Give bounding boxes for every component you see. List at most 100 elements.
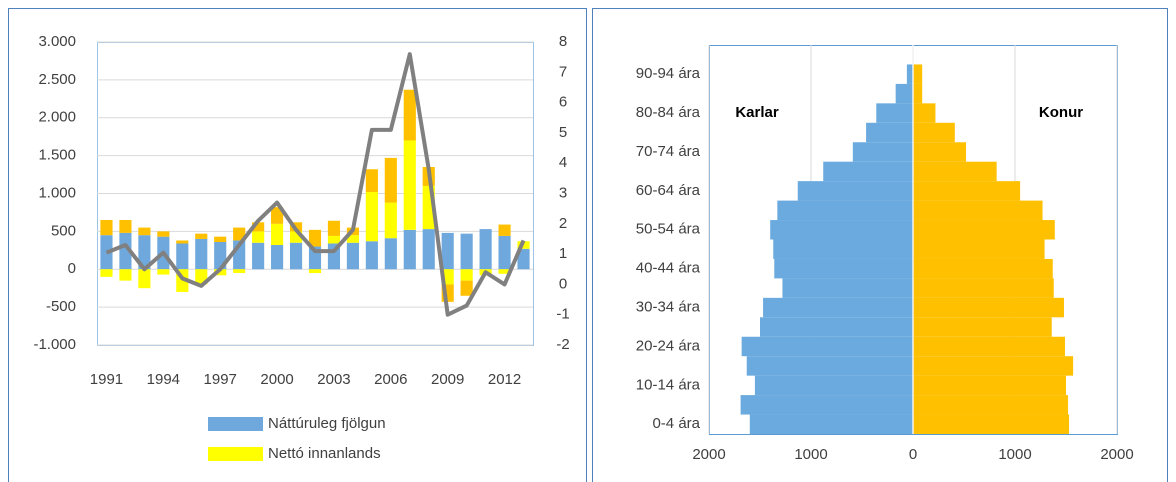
bar xyxy=(913,278,1054,298)
bar-segment xyxy=(176,243,189,270)
bar-segment xyxy=(346,242,359,270)
bar-segment xyxy=(271,223,284,246)
bar-segment xyxy=(441,232,454,270)
bar xyxy=(913,317,1052,337)
bar xyxy=(906,64,913,84)
bar-segment xyxy=(119,269,132,281)
y-tick-label: 1.000 xyxy=(38,184,76,201)
bar-segment xyxy=(138,235,151,270)
y-tick-label: -1.000 xyxy=(33,336,76,353)
x-tick-label: 2000 xyxy=(692,446,725,463)
legend-label: Nettó innanlands xyxy=(268,445,381,462)
y-tick-label: 60-64 ára xyxy=(636,182,701,199)
bar-segment xyxy=(479,229,492,270)
y-tick-label: 3.000 xyxy=(38,33,76,50)
bar xyxy=(913,220,1055,240)
series-annotation: Karlar xyxy=(735,104,779,121)
x-tick-label: 1000 xyxy=(998,446,1031,463)
y-tick-label: 0 xyxy=(68,260,76,277)
bar-segment xyxy=(403,140,416,230)
y-tick-label: 500 xyxy=(51,222,76,239)
bar-segment xyxy=(289,242,303,270)
bar-segment xyxy=(365,169,378,192)
bar xyxy=(746,356,913,376)
bar-segment xyxy=(233,269,246,274)
bar-segment xyxy=(365,241,378,270)
bar xyxy=(913,103,936,123)
bar-segment xyxy=(138,269,151,289)
y-tick-label: -500 xyxy=(46,298,76,315)
y2-tick-label: 8 xyxy=(559,33,567,50)
bar-segment xyxy=(308,269,322,274)
bar xyxy=(852,142,913,162)
bar-segment xyxy=(327,235,341,244)
x-tick-label: 0 xyxy=(909,446,917,463)
bar xyxy=(913,200,1043,221)
bar xyxy=(913,395,1069,415)
bar xyxy=(913,239,1045,259)
x-tick-label: 2012 xyxy=(488,371,521,388)
bar xyxy=(913,142,967,162)
y-tick-label: 1.500 xyxy=(38,147,76,164)
bar xyxy=(797,181,913,201)
bar xyxy=(913,83,923,104)
bar-segment xyxy=(138,227,151,236)
bar xyxy=(749,414,913,434)
bar-segment xyxy=(365,191,378,242)
bar xyxy=(913,161,997,182)
bar xyxy=(913,122,955,143)
bar-segment xyxy=(252,231,265,243)
bar-segment xyxy=(460,269,473,281)
x-tick-label: 1991 xyxy=(90,371,123,388)
bar xyxy=(913,258,1053,279)
bar-segment xyxy=(195,233,208,239)
bar-segment xyxy=(498,235,511,270)
x-tick-label: 1994 xyxy=(147,371,180,388)
bar-segment xyxy=(384,157,397,203)
y2-tick-label: -1 xyxy=(556,306,569,323)
y-tick-label: 0-4 ára xyxy=(652,415,700,432)
bar xyxy=(773,239,913,259)
bar-segment xyxy=(100,220,113,236)
left-panel xyxy=(8,8,587,482)
bar-segment xyxy=(517,248,530,270)
bar-segment xyxy=(422,229,435,270)
x-tick-label: 2000 xyxy=(260,371,293,388)
bar-segment xyxy=(119,220,132,233)
y2-tick-label: 5 xyxy=(559,124,567,141)
y-tick-label: 40-44 ára xyxy=(636,260,701,277)
x-tick-label: 2009 xyxy=(431,371,464,388)
bar-segment xyxy=(100,269,113,277)
bar xyxy=(777,200,913,221)
bar xyxy=(866,122,913,143)
bar xyxy=(895,83,913,104)
bar xyxy=(740,395,913,415)
bar-segment xyxy=(214,236,227,242)
bar-segment xyxy=(195,238,208,270)
bar-segment xyxy=(214,269,227,276)
bar-segment xyxy=(498,269,511,274)
bar xyxy=(770,220,913,240)
bar-segment xyxy=(327,220,341,236)
bar-segment xyxy=(289,231,303,243)
y-tick-label: 20-24 ára xyxy=(636,337,701,354)
bar xyxy=(774,258,913,279)
bar-segment xyxy=(346,235,359,243)
bar-segment xyxy=(157,231,170,237)
x-tick-label: 2000 xyxy=(1100,446,1133,463)
right-panel xyxy=(592,8,1168,482)
bar xyxy=(823,161,913,182)
bar xyxy=(913,64,923,84)
bar-segment xyxy=(308,229,322,247)
bar-segment xyxy=(403,89,416,141)
y-tick-label: 30-34 ára xyxy=(636,299,701,316)
bar-segment xyxy=(498,224,511,236)
legend-label: Náttúruleg fjölgun xyxy=(268,415,386,432)
bar-segment xyxy=(157,269,170,275)
bar xyxy=(876,103,913,123)
bar xyxy=(913,356,1074,376)
bar xyxy=(782,278,913,298)
y-tick-label: 70-74 ára xyxy=(636,143,701,160)
bar-segment xyxy=(271,245,284,270)
bar-segment xyxy=(384,202,397,239)
